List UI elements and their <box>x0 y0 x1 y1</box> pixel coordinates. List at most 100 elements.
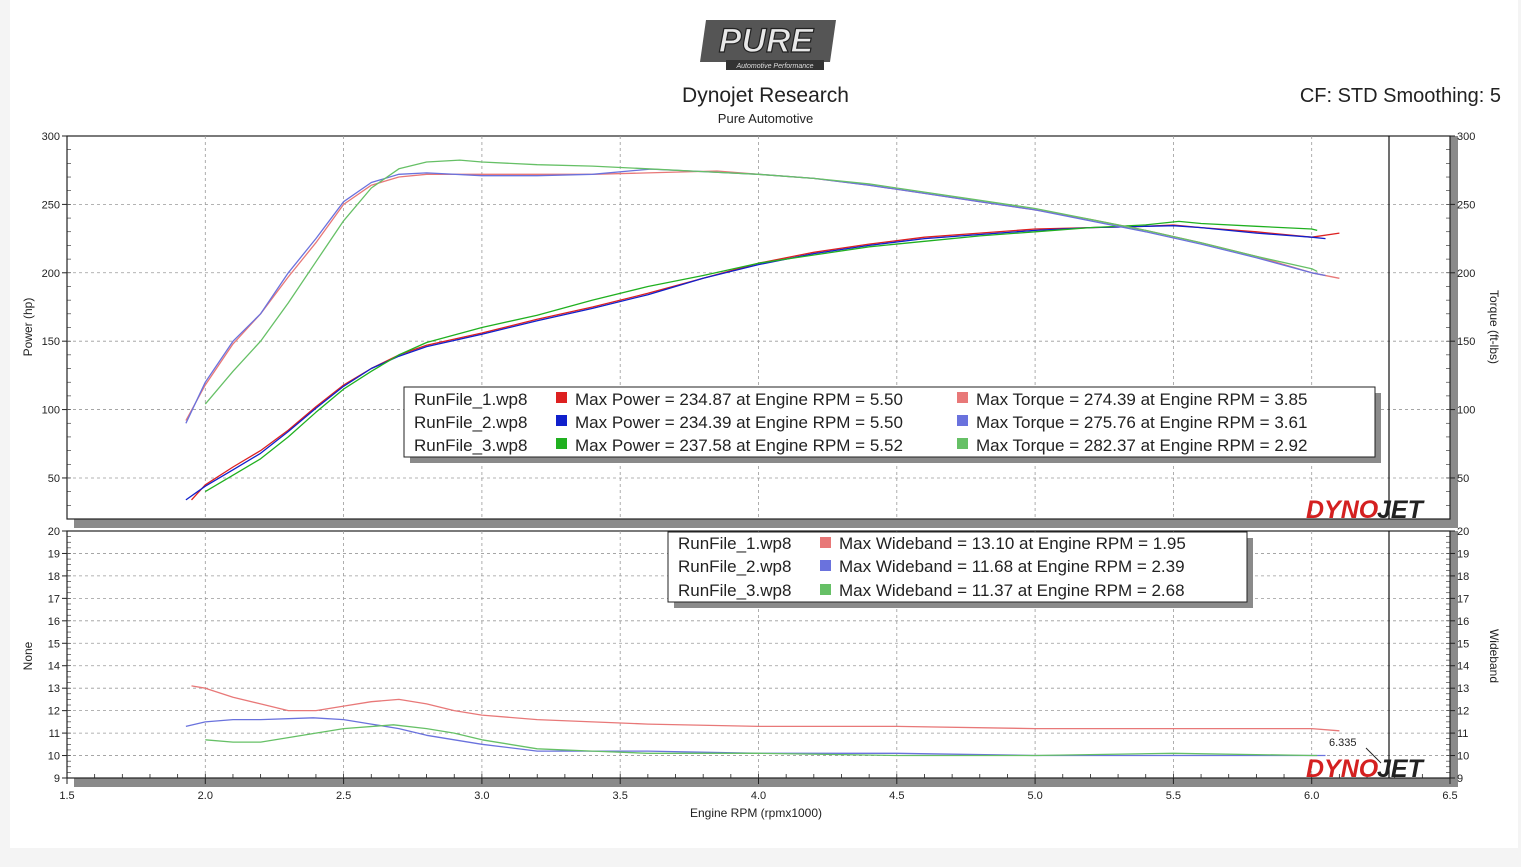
y-tick-label-right: 20 <box>1457 526 1469 538</box>
chart-subtitle: Pure Automotive <box>717 111 814 126</box>
x-tick-label: 2.0 <box>198 790 213 802</box>
y-tick-label-left: 13 <box>48 683 60 695</box>
y-tick-label-left: 14 <box>48 661 60 673</box>
y-tick-label-right: 12 <box>1457 706 1469 718</box>
correction-factor-label: CF: STD Smoothing: 5 <box>1299 85 1501 107</box>
y-tick-label-right: 18 <box>1457 571 1469 583</box>
top-left-axis-title: Power (hp) <box>21 298 35 357</box>
legend-swatch-wideband <box>820 537 831 548</box>
logo-text: PURE <box>719 22 815 60</box>
legend-swatch-power <box>556 392 567 403</box>
legend-max-power: Max Power = 237.58 at Engine RPM = 5.52 <box>575 436 903 455</box>
bottom-right-axis-title: Wideband <box>1487 629 1501 683</box>
legend-box <box>667 531 1248 603</box>
y-tick-label-right: 9 <box>1457 773 1463 785</box>
legend-max-torque: Max Torque = 282.37 at Engine RPM = 2.92 <box>976 436 1307 455</box>
y-tick-label-right: 17 <box>1457 593 1469 605</box>
top-series <box>185 159 1340 501</box>
legend-file: RunFile_3.wp8 <box>678 581 791 600</box>
bottom-tick-labels: 1.5 2.0 2.5 3.0 3.5 4.0 4.5 5.0 5.5 6.0 6.59 910 101… <box>48 526 1470 802</box>
series-line-runfile-3-wp8-wideband <box>205 724 1318 757</box>
top-legend: RunFile_1.wp8 Max Power = 234.87 at Engi… <box>403 386 1381 463</box>
dynojet-watermark-top: DYNO JET <box>1306 496 1426 524</box>
pure-logo: PURE Automotive Performance <box>700 20 836 70</box>
y-tick-label-left: 12 <box>48 706 60 718</box>
legend-swatch-torque <box>957 415 968 426</box>
logo-subtext: Automotive Performance <box>735 63 813 70</box>
x-tick-label: 1.5 <box>59 790 74 802</box>
legend-row: RunFile_3.wp8 Max Wideband = 11.37 at En… <box>678 581 1185 600</box>
legend-file: RunFile_2.wp8 <box>414 413 527 432</box>
y-tick-label-left: 19 <box>48 548 60 560</box>
x-tick-label: 5.0 <box>1027 790 1042 802</box>
x-tick-label: 5.5 <box>1166 790 1181 802</box>
x-tick-label: 3.0 <box>474 790 489 802</box>
bottom-legend: RunFile_1.wp8 Max Wideband = 13.10 at En… <box>667 531 1253 608</box>
x-tick-label: 6.0 <box>1304 790 1319 802</box>
y-tick-label-right: 200 <box>1457 268 1475 280</box>
y-tick-label-left: 20 <box>48 526 60 538</box>
y-tick-label-right: 250 <box>1457 199 1475 211</box>
y-tick-label-right: 19 <box>1457 548 1469 560</box>
y-tick-label-right: 16 <box>1457 616 1469 628</box>
y-tick-label-left: 16 <box>48 616 60 628</box>
y-tick-label-left: 100 <box>42 405 60 417</box>
y-tick-label-left: 9 <box>54 773 60 785</box>
y-tick-label-left: 10 <box>48 751 60 763</box>
legend-swatch-wideband <box>820 584 831 595</box>
legend-row: RunFile_3.wp8 Max Power = 237.58 at Engi… <box>414 436 1307 455</box>
bottom-series <box>185 685 1340 757</box>
y-tick-label-left: 50 <box>48 473 60 485</box>
x-tick-label: 4.5 <box>889 790 904 802</box>
legend-max-wideband: Max Wideband = 13.10 at Engine RPM = 1.9… <box>839 534 1186 553</box>
logo-badge <box>700 20 836 62</box>
y-tick-label-right: 11 <box>1457 728 1468 740</box>
y-tick-label-right: 14 <box>1457 661 1469 673</box>
y-tick-label-right: 300 <box>1457 131 1475 143</box>
rpm-annotation: 6.335 <box>1329 737 1357 749</box>
logo-strip <box>726 60 824 70</box>
watermark-jet: JET <box>1377 755 1426 783</box>
legend-max-torque: Max Torque = 274.39 at Engine RPM = 3.85 <box>976 390 1307 409</box>
y-tick-label-left: 18 <box>48 571 60 583</box>
legend-swatch-wideband <box>820 560 831 571</box>
y-tick-label-left: 150 <box>42 336 60 348</box>
y-tick-label-right: 50 <box>1457 473 1469 485</box>
legend-file: RunFile_2.wp8 <box>678 557 791 576</box>
legend-file: RunFile_1.wp8 <box>414 390 527 409</box>
y-tick-label-right: 150 <box>1457 336 1475 348</box>
y-tick-label-left: 200 <box>42 268 60 280</box>
legend-file: RunFile_1.wp8 <box>678 534 791 553</box>
y-tick-label-right: 100 <box>1457 405 1475 417</box>
bottom-left-axis-title: None <box>21 641 35 670</box>
y-tick-label-left: 300 <box>42 131 60 143</box>
y-tick-label-left: 11 <box>49 728 60 740</box>
legend-max-wideband: Max Wideband = 11.68 at Engine RPM = 2.3… <box>839 557 1185 576</box>
watermark-dyno: DYNO <box>1306 755 1379 783</box>
annotation-leader <box>1365 747 1382 764</box>
legend-file: RunFile_3.wp8 <box>414 436 527 455</box>
watermark-jet: JET <box>1377 496 1426 524</box>
series-line-runfile-3-wp8-power <box>204 220 1318 493</box>
dynojet-watermark-bottom: DYNO JET <box>1306 755 1426 783</box>
x-axis-title: Engine RPM (rpmx1000) <box>690 806 822 820</box>
legend-row: RunFile_1.wp8 Max Wideband = 13.10 at En… <box>678 534 1186 553</box>
legend-swatch-torque <box>957 438 968 449</box>
x-tick-label: 2.5 <box>336 790 351 802</box>
y-tick-label-right: 13 <box>1457 683 1469 695</box>
y-tick-label-right: 10 <box>1457 751 1469 763</box>
top-tick-labels: 50 50 100 100 150 150 200 200 250 250 300 300 <box>42 131 1476 485</box>
y-tick-label-left: 250 <box>42 199 60 211</box>
y-tick-label-right: 15 <box>1457 638 1469 650</box>
y-tick-label-left: 15 <box>48 638 60 650</box>
x-tick-label: 3.5 <box>613 790 628 802</box>
legend-max-power: Max Power = 234.39 at Engine RPM = 5.50 <box>575 413 903 432</box>
top-right-axis-title: Torque (ft-lbs) <box>1487 290 1501 364</box>
chart-title: Dynojet Research <box>682 84 849 107</box>
series-line-runfile-1-wp8-wideband <box>191 685 1340 732</box>
x-tick-label: 4.0 <box>751 790 766 802</box>
legend-row: RunFile_1.wp8 Max Power = 234.87 at Engi… <box>414 390 1307 409</box>
legend-row: RunFile_2.wp8 Max Power = 234.39 at Engi… <box>414 413 1307 432</box>
watermark-dyno: DYNO <box>1306 496 1379 524</box>
